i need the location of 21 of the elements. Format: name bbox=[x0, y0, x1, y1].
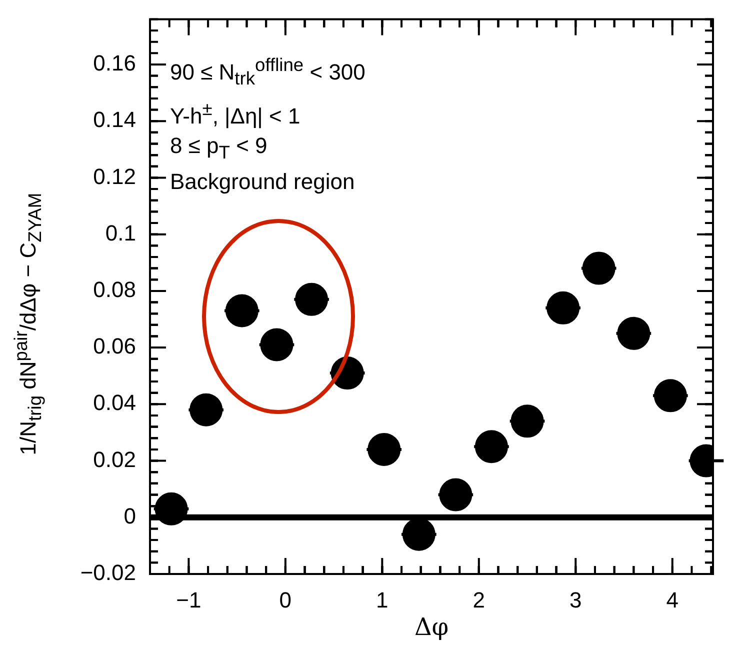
annotation: 8 ≤ p$_{T}$ < 9 bbox=[170, 132, 268, 164]
x-tick-label: 2 bbox=[472, 587, 486, 612]
y-tick-label: 0.12 bbox=[93, 164, 136, 189]
y-tick-label: 0.16 bbox=[93, 50, 136, 76]
y-tick-label: 0.02 bbox=[93, 446, 136, 472]
y-tick-label: 0.1 bbox=[105, 220, 136, 246]
y-tick-label: 0.04 bbox=[93, 390, 136, 416]
annotation: Υ-h$^{±}$, |Δη| < 1 bbox=[170, 96, 302, 130]
y-tick-label: 0.06 bbox=[93, 334, 136, 359]
x-tick-label: 0 bbox=[279, 587, 292, 612]
x-axis-title: Δφ bbox=[414, 612, 449, 641]
x-tick-label: 4 bbox=[666, 587, 678, 612]
x-tick-label: 3 bbox=[570, 587, 582, 612]
x-tick-label: 1 bbox=[376, 587, 388, 612]
y-tick-label: 0.08 bbox=[93, 277, 136, 302]
y-tick-label: 0.14 bbox=[93, 107, 136, 132]
y-tick-label: −0.02 bbox=[80, 560, 136, 586]
y-tick-label: 0 bbox=[124, 503, 136, 528]
annotation: Background region bbox=[170, 168, 356, 196]
annotation: 90 ≤ N$_{trk}$$^{offline}$ < 300 bbox=[170, 53, 366, 91]
x-tick-label: −1 bbox=[176, 587, 202, 612]
